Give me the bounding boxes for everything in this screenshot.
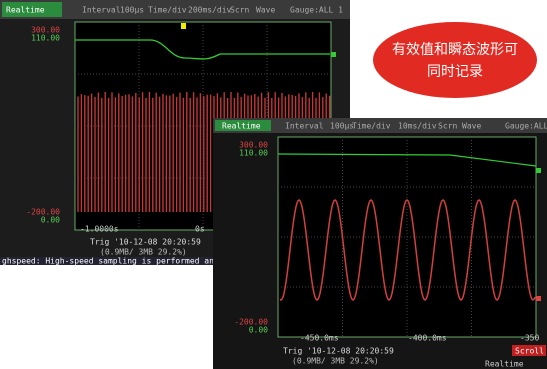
header-item: Interval bbox=[285, 122, 324, 131]
y-label: 0.00 bbox=[41, 216, 60, 225]
badge: 有效值和瞬态波形可 同时记录 bbox=[373, 22, 537, 98]
header-item: Wave bbox=[462, 122, 481, 131]
rms-trace bbox=[75, 39, 330, 60]
marker bbox=[536, 168, 541, 173]
y-label: -200.00 bbox=[26, 208, 60, 217]
header-item: Time/div bbox=[352, 122, 391, 131]
header-item: 100µs bbox=[120, 6, 144, 15]
x-label: -400.0ms bbox=[408, 334, 447, 343]
x-label: 0s bbox=[195, 225, 205, 234]
trigger: Trig '10-12-08 20:20:59 bbox=[90, 238, 201, 247]
header-item: Interval bbox=[82, 6, 121, 15]
y-label: 300.00 bbox=[239, 141, 268, 150]
header-item: 10ms/div bbox=[398, 122, 437, 131]
y-label: 300.00 bbox=[31, 26, 60, 35]
x-label: -450.0ms bbox=[300, 334, 339, 343]
marker bbox=[331, 52, 336, 57]
header-item: Time/div bbox=[148, 6, 187, 15]
header-item: 200ms/div bbox=[188, 6, 232, 15]
header-item: 100µs bbox=[330, 122, 354, 131]
memory: (0.9MB/ 3MB 29.2%) bbox=[292, 357, 379, 366]
header-item: Gauge:ALL bbox=[505, 122, 547, 131]
header-item: Wave bbox=[256, 6, 275, 15]
header-item: Gauge:ALL 1 bbox=[290, 6, 343, 15]
y-label: 110.00 bbox=[31, 34, 60, 43]
header-item: Scrn bbox=[438, 122, 457, 131]
trigger-marker bbox=[181, 23, 186, 29]
y-label: 110.00 bbox=[239, 149, 268, 158]
y-label: 0.00 bbox=[249, 326, 268, 335]
status: ghspeed: High-speed sampling is performe… bbox=[2, 257, 229, 266]
trigger: Trig '10-12-08 20:20:59 bbox=[283, 347, 394, 356]
x-label: -350 bbox=[520, 334, 539, 343]
y-label: -200.00 bbox=[234, 318, 268, 327]
badge-line: 同时记录 bbox=[427, 64, 483, 80]
marker bbox=[536, 296, 541, 301]
memory: (0.9MB/ 3MB 29.2%) bbox=[100, 248, 187, 257]
scroll: Scroll bbox=[515, 347, 544, 356]
waveform bbox=[279, 199, 536, 301]
header-item: Realtime bbox=[6, 6, 45, 15]
mode: Realtime bbox=[485, 360, 524, 369]
x-label: -1.0000s bbox=[80, 225, 119, 234]
header-item: Realtime bbox=[222, 122, 261, 131]
rms-trace bbox=[277, 153, 537, 167]
badge-line: 有效值和瞬态波形可 bbox=[392, 42, 518, 58]
header-item: Scrn bbox=[230, 6, 249, 15]
